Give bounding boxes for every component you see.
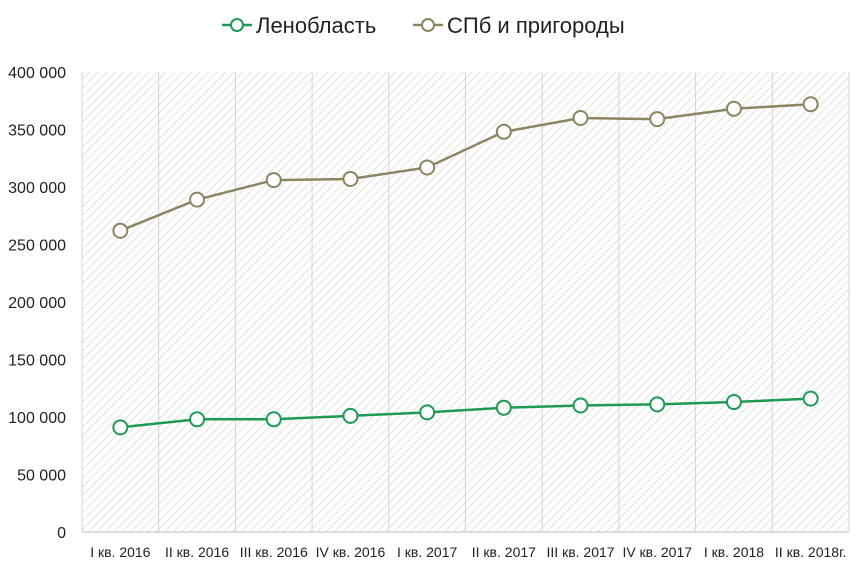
data-point	[112, 419, 129, 436]
legend-item: СПб и пригороды	[413, 13, 625, 38]
x-tick-label: I кв. 2017	[397, 544, 457, 560]
data-point	[189, 411, 206, 428]
series-1	[112, 390, 819, 436]
data-point	[495, 123, 512, 140]
y-tick-label: 50 000	[17, 468, 66, 485]
data-point	[572, 397, 589, 414]
y-tick-label: 350 000	[8, 123, 66, 140]
data-point	[649, 396, 666, 413]
x-tick-label: IV кв. 2017	[622, 544, 692, 560]
data-point	[342, 170, 359, 187]
data-point	[419, 404, 436, 421]
data-point	[112, 222, 129, 239]
gridlines	[81, 72, 850, 532]
series-group	[112, 96, 819, 436]
y-tick-label: 400 000	[8, 65, 66, 82]
x-tick-label: I кв. 2016	[90, 544, 150, 560]
legend-item: Ленобласть	[222, 13, 376, 38]
y-tick-label: 300 000	[8, 180, 66, 197]
series-line	[120, 397, 811, 429]
data-point	[802, 390, 819, 407]
x-tick-label: III кв. 2016	[240, 544, 308, 560]
data-point	[342, 407, 359, 424]
legend-label: Ленобласть	[256, 13, 376, 38]
data-point	[265, 172, 282, 189]
data-point	[495, 399, 512, 416]
data-point	[802, 96, 819, 113]
x-tick-label: I кв. 2018	[704, 544, 764, 560]
series-2	[112, 96, 819, 239]
y-tick-label: 100 000	[8, 410, 66, 427]
y-tick-label: 200 000	[8, 295, 66, 312]
data-point	[725, 394, 742, 411]
x-tick-label: IV кв. 2016	[316, 544, 386, 560]
legend-circle-marker	[230, 18, 244, 32]
legend-circle-marker	[421, 18, 435, 32]
data-point	[419, 159, 436, 176]
y-axis: 0 50 000 100 000 150 000 200 000 250 000 300 0…	[8, 65, 66, 542]
data-point	[725, 100, 742, 117]
data-point	[265, 411, 282, 428]
x-axis: I кв. 2016 II кв. 2016 III кв. 2016 IV кв. …	[82, 531, 849, 560]
y-tick-label: 150 000	[8, 353, 66, 370]
x-tick-label: III кв. 2017	[547, 544, 615, 560]
data-point	[649, 111, 666, 128]
y-tick-label: 0	[57, 525, 66, 542]
series-line	[119, 102, 811, 232]
y-tick-label: 250 000	[8, 238, 66, 255]
x-tick-label: II кв. 2017	[472, 544, 536, 560]
x-tick-label: II кв. 2016	[165, 544, 229, 560]
data-point	[189, 191, 206, 208]
data-point	[572, 110, 589, 126]
legend-label: СПб и пригороды	[447, 13, 625, 38]
legend: Ленобласть СПб и пригороды	[222, 13, 625, 38]
x-tick-label: II кв. 2018г.	[775, 544, 846, 560]
